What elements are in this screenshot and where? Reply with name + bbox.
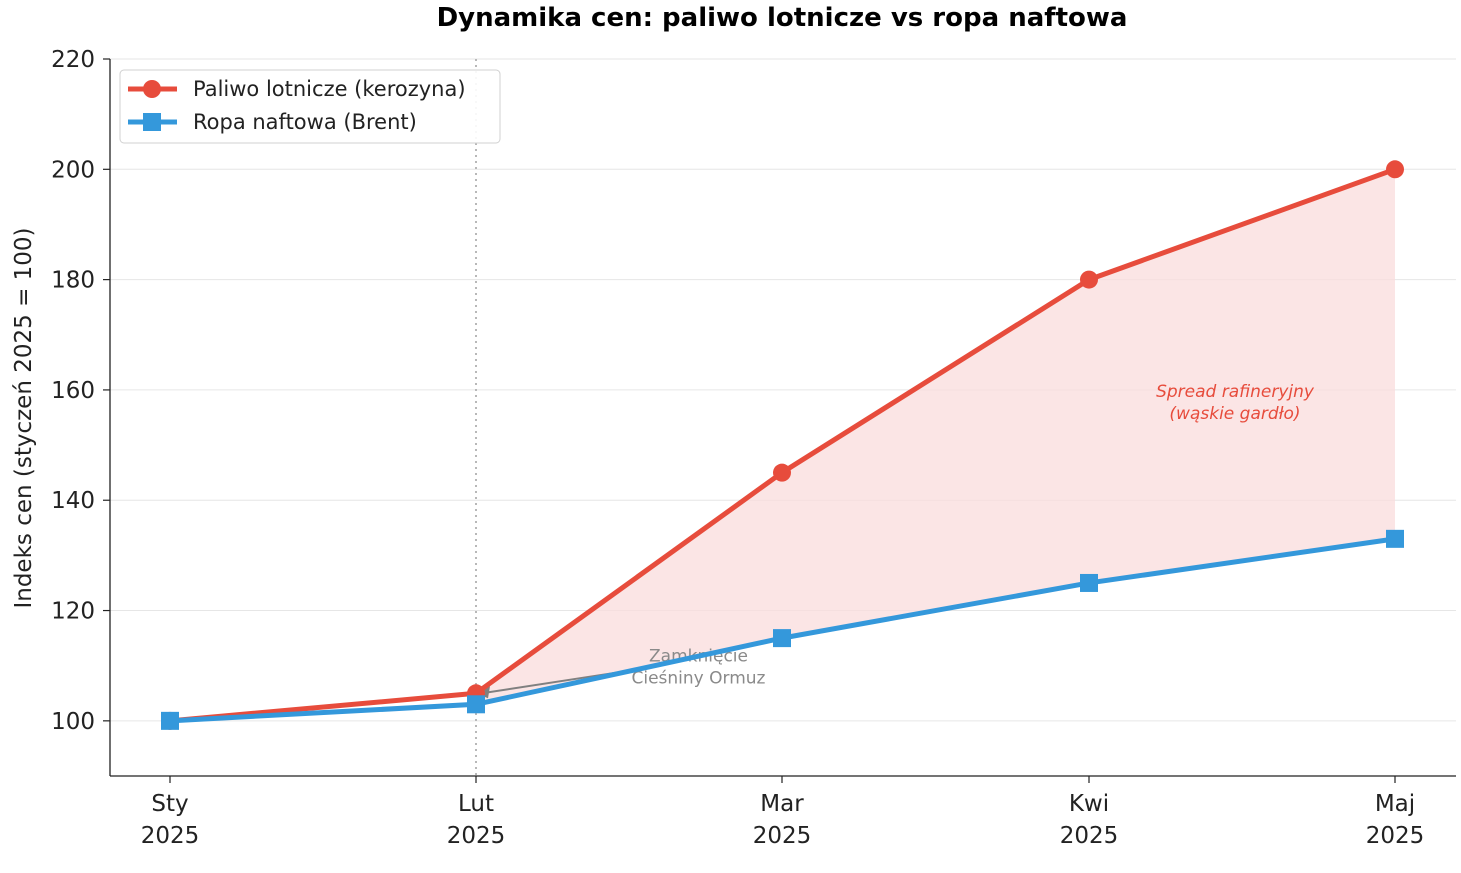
legend: Paliwo lotnicze (kerozyna) Ropa naftowa (…: [119, 69, 501, 144]
annotation-line: Spread rafineryjny: [1156, 382, 1315, 402]
y-ticks: 100 120 140 160 180 200 220: [51, 47, 110, 735]
y-tick-label: 200: [51, 157, 95, 183]
data-point: [161, 711, 179, 730]
data-point: [1080, 573, 1098, 592]
data-point: [467, 695, 485, 714]
spread-fill: [476, 169, 1395, 705]
x-ticks: Sty 2025 Lut 2025 Mar 2025 Kwi 2025 Maj 2025: [141, 776, 1425, 849]
x-tick-label-line: Mar: [760, 791, 804, 817]
legend-marker: [143, 80, 161, 98]
x-tick-label-line: 2025: [141, 823, 200, 849]
y-tick-label: 100: [51, 709, 95, 735]
data-point: [1080, 270, 1098, 289]
chart-title: Dynamika cen: paliwo lotnicze vs ropa na…: [437, 3, 1128, 33]
x-tick-label: Maj 2025: [1366, 791, 1425, 849]
x-tick-label-line: Kwi: [1069, 791, 1109, 817]
y-tick-label: 180: [51, 268, 95, 294]
data-point: [1386, 529, 1404, 548]
spread-area: [476, 169, 1395, 705]
y-tick-label: 160: [51, 378, 95, 404]
annotation-line: Cieśniny Ormuz: [632, 669, 766, 689]
legend-marker: [143, 113, 161, 131]
x-tick-label-line: 2025: [447, 823, 506, 849]
legend-box: [119, 69, 501, 144]
x-tick-label-line: 2025: [1060, 823, 1119, 849]
x-tick-label: Mar 2025: [753, 791, 812, 849]
annotation-line: (wąskie gardło): [1169, 404, 1300, 424]
legend-label: Paliwo lotnicze (kerozyna): [193, 77, 466, 101]
x-tick-label: Sty 2025: [141, 791, 200, 849]
x-tick-label-line: Sty: [151, 791, 188, 817]
x-tick-label: Lut 2025: [447, 791, 506, 849]
data-point: [773, 629, 791, 648]
x-tick-label-line: 2025: [1366, 823, 1425, 849]
axes: [109, 59, 1456, 777]
x-tick-label-line: 2025: [753, 823, 812, 849]
data-point: [1386, 160, 1404, 179]
y-tick-label: 120: [51, 599, 95, 625]
y-tick-label: 220: [51, 47, 95, 73]
y-tick-label: 140: [51, 488, 95, 514]
legend-label: Ropa naftowa (Brent): [193, 110, 417, 134]
y-axis-label: Indeks cen (styczeń 2025 = 100): [11, 227, 37, 608]
x-tick-label-line: Maj: [1375, 791, 1415, 817]
x-tick-label: Kwi 2025: [1060, 791, 1119, 849]
data-point: [773, 463, 791, 482]
series-lines: [161, 160, 1404, 730]
x-tick-label-line: Lut: [458, 791, 494, 817]
annotation-text: Spread rafineryjny (wąskie gardło): [1156, 382, 1315, 424]
